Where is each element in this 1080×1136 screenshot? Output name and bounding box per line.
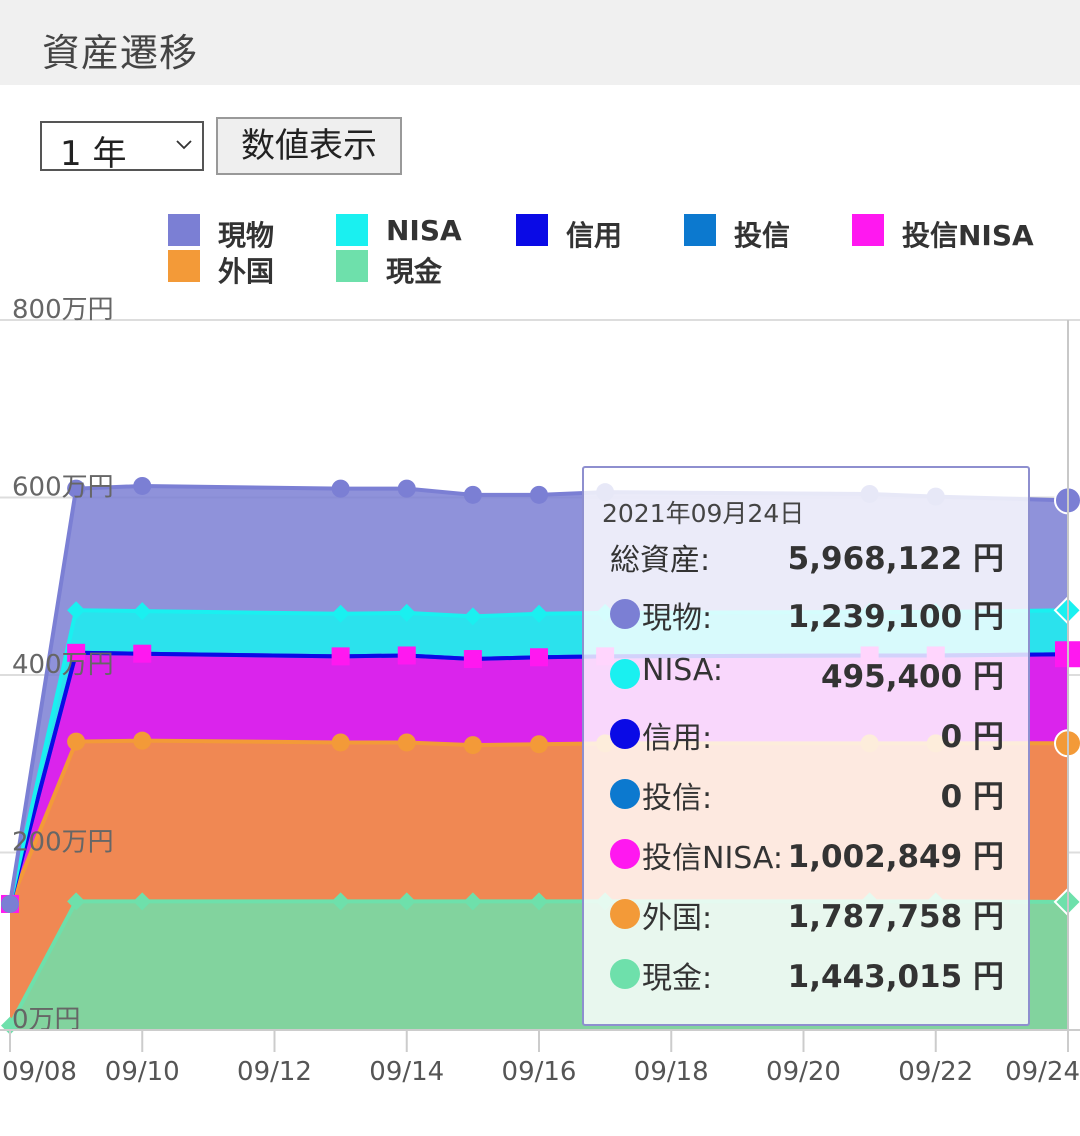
legend-swatch [852, 214, 884, 246]
chart-tooltip: 2021年09月24日 総資産: 5,968,122 円 現物: 1,239,1… [582, 466, 1030, 1026]
series-dot-icon [610, 779, 640, 809]
value-display-button[interactable]: 数値表示 [216, 117, 402, 175]
data-point [67, 643, 86, 662]
tooltip-row-label: NISA: [642, 653, 723, 688]
data-point [397, 733, 416, 752]
series-dot-icon [610, 599, 640, 629]
period-select[interactable]: 1 年 [40, 121, 204, 174]
y-tick-label: 400万円 [12, 650, 114, 680]
tooltip-row: 信用: 0 円 [584, 706, 1032, 756]
tooltip-row-value: 1,787,758 円 [787, 899, 1004, 935]
data-point [133, 731, 152, 750]
data-point [67, 479, 86, 498]
tooltip-total-value: 5,968,122 円 [787, 541, 1004, 577]
data-point [530, 485, 548, 504]
tooltip-row: 現物: 1,239,100 円 [584, 586, 1032, 636]
tooltip-date: 2021年09月24日 [602, 499, 805, 528]
tooltip-row-label: 投信: [642, 781, 713, 816]
tooltip-row-label: 信用: [642, 721, 713, 756]
data-point [133, 602, 152, 621]
data-point [331, 892, 350, 911]
data-point [397, 479, 416, 498]
tooltip-row-value: 0 円 [940, 779, 1004, 815]
x-tick-label: 09/16 [502, 1057, 577, 1087]
legend-label: 投信NISA [902, 219, 1034, 252]
tooltip-total-row: 総資産: 5,968,122 円 [584, 528, 1032, 578]
tooltip-total-label: 総資産: [610, 543, 711, 578]
data-point [397, 646, 416, 665]
x-tick-label: 09/20 [766, 1057, 841, 1087]
tooltip-row-value: 1,239,100 円 [787, 599, 1004, 635]
data-point [530, 648, 548, 667]
x-tick-label: 09/18 [634, 1057, 709, 1087]
period-select-value: 1 年 [60, 134, 127, 174]
data-point [133, 892, 152, 911]
tooltip-row-label: 外国: [642, 901, 713, 936]
series-dot-icon [610, 719, 640, 749]
tooltip-row: 投信NISA: 1,002,849 円 [584, 826, 1032, 876]
legend-label: 外国 [218, 255, 275, 288]
x-tick-label: 09/22 [898, 1057, 973, 1087]
x-tick-label: 09/08 [2, 1057, 77, 1087]
chart-legend: 現物 NISA 信用 投信 投信NISA 外国 現金 [0, 200, 1080, 290]
tooltip-row-label: 現物: [642, 601, 713, 636]
tooltip-row: 外国: 1,787,758 円 [584, 886, 1032, 936]
legend-swatch [168, 214, 200, 246]
data-point [530, 735, 548, 754]
legend-label: 現物 [218, 219, 275, 252]
data-point [331, 733, 350, 752]
data-point [133, 644, 152, 663]
data-point [133, 476, 152, 495]
data-point [331, 604, 350, 623]
x-tick-label: 09/12 [237, 1057, 312, 1087]
legend-label: 現金 [386, 255, 443, 288]
data-point [331, 647, 350, 666]
x-tick-label: 09/24 [1005, 1057, 1080, 1087]
data-point [67, 892, 86, 911]
y-tick-label: 200万円 [12, 828, 114, 858]
legend-label: NISA [386, 214, 462, 247]
data-point [463, 736, 482, 755]
tooltip-row-label: 現金: [642, 961, 713, 996]
data-point [463, 607, 482, 626]
legend-swatch [684, 214, 716, 246]
legend-swatch [168, 250, 200, 282]
header-bar: 資産遷移 [0, 0, 1080, 85]
legend-label: 投信 [734, 219, 791, 252]
page-title: 資産遷移 [42, 31, 199, 75]
data-point [397, 603, 416, 622]
chevron-down-icon [176, 140, 192, 150]
data-point [530, 604, 548, 623]
data-point [530, 892, 548, 911]
tooltip-row-value: 1,443,015 円 [787, 959, 1004, 995]
x-tick-label: 09/14 [369, 1057, 444, 1087]
legend-swatch [516, 214, 548, 246]
legend-swatch [336, 214, 368, 246]
series-dot-icon [610, 959, 640, 989]
data-point [67, 732, 86, 751]
data-point [1, 894, 19, 913]
x-tick-label: 09/10 [105, 1057, 180, 1087]
chart-controls: 1 年 数値表示 [0, 85, 1080, 200]
tooltip-row-value: 495,400 円 [821, 659, 1004, 695]
data-point [397, 892, 416, 911]
data-point [67, 601, 86, 620]
tooltip-row: NISA: 495,400 円 [584, 646, 1032, 696]
series-dot-icon [610, 899, 640, 929]
data-point [463, 892, 482, 911]
data-point [463, 650, 482, 669]
legend-label: 信用 [566, 219, 623, 252]
y-tick-label: 800万円 [12, 295, 114, 325]
legend-swatch [336, 250, 368, 282]
tooltip-row: 投信: 0 円 [584, 766, 1032, 816]
tooltip-row: 現金: 1,443,015 円 [584, 946, 1032, 996]
data-point [463, 485, 482, 504]
series-dot-icon [610, 659, 640, 689]
tooltip-row-value: 1,002,849 円 [787, 839, 1004, 875]
series-dot-icon [610, 839, 640, 869]
data-point [331, 479, 350, 498]
tooltip-row-value: 0 円 [940, 719, 1004, 755]
tooltip-row-label: 投信NISA: [642, 841, 783, 876]
y-tick-label: 600万円 [12, 473, 114, 503]
